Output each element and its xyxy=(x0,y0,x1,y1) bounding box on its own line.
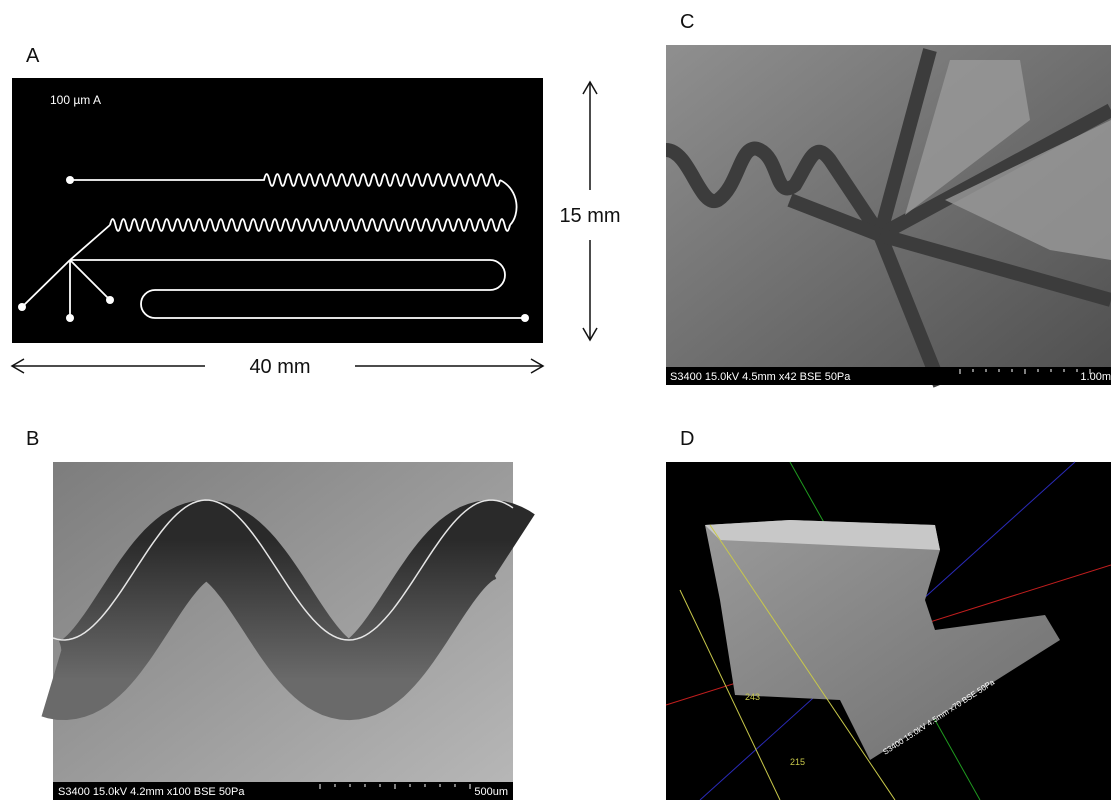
scale-bar-label: 1.00m xyxy=(1080,371,1111,383)
height-dimension: 15 mm xyxy=(559,205,620,227)
width-dimension: 40 mm xyxy=(249,356,310,378)
panel-label: A xyxy=(26,45,40,67)
sem-caption: S3400 15.0kV 4.5mm x42 BSE 50Pa xyxy=(670,371,851,383)
measure-label: 215 xyxy=(790,757,805,767)
scale-bar-label: 500um xyxy=(474,786,508,798)
design-label: 100 µm A xyxy=(50,93,101,107)
measure-label: 243 xyxy=(745,692,760,702)
panel-label: B xyxy=(26,428,39,450)
panel-label: C xyxy=(680,11,694,33)
page: A 100 µm A 15 mm 40 mm B S3400 15.0kV 4.… xyxy=(0,0,1111,800)
chip-layout xyxy=(12,78,543,343)
panel-label: D xyxy=(680,428,694,450)
sem-caption: S3400 15.0kV 4.2mm x100 BSE 50Pa xyxy=(58,786,245,798)
figure: A 100 µm A 15 mm 40 mm B S3400 15.0kV 4.… xyxy=(0,0,1111,800)
